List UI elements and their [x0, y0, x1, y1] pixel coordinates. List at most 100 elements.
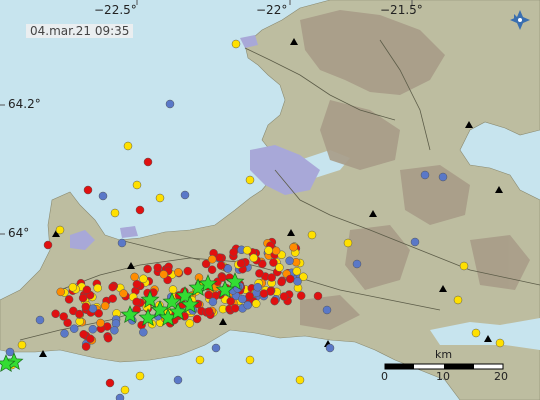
large-quake-star-icon: [150, 300, 170, 319]
earthquake-dot: [270, 296, 279, 306]
earthquake-dot: [459, 261, 469, 271]
earthquake-dot: [51, 309, 60, 319]
earthquake-dot: [98, 191, 108, 201]
earthquake-dot: [35, 315, 45, 325]
earthquake-dot: [174, 268, 183, 277]
earthquake-dot: [168, 285, 178, 294]
earthquake-dot: [277, 277, 286, 287]
volcano-triangle-icon: [439, 285, 447, 292]
volcano-triangle-icon: [127, 262, 135, 269]
earthquake-dot: [117, 238, 127, 248]
graticule-ticks: [0, 0, 413, 235]
earthquake-dot: [299, 272, 308, 282]
large-quake-star-icon: [198, 274, 218, 293]
earthquake-dot: [115, 393, 125, 400]
volcano-triangle-icon: [495, 186, 503, 193]
volcano-triangle-icon: [39, 350, 47, 357]
earthquake-dot: [201, 259, 211, 269]
earthquake-dot: [88, 324, 98, 334]
earthquake-dot: [83, 185, 93, 195]
earthquake-dot: [289, 242, 298, 252]
volcano-triangle-icon: [465, 121, 473, 128]
earthquake-dot: [471, 328, 481, 338]
earthquake-dot: [242, 245, 252, 255]
earthquake-dot: [285, 256, 294, 266]
compass-icon[interactable]: [510, 10, 530, 30]
earthquake-dot: [207, 265, 217, 274]
earthquake-dot: [139, 274, 148, 284]
earthquake-dot: [204, 307, 214, 316]
earthquake-dot: [120, 385, 130, 395]
large-quake-star-icon: [215, 280, 235, 299]
earthquake-dot: [135, 205, 145, 215]
scale-unit: km: [435, 348, 453, 361]
earthquake-dot: [238, 294, 247, 304]
earthquake-dot: [253, 282, 262, 292]
volcano-triangle-icon: [287, 229, 295, 236]
lon-label-1: −22.5°: [94, 3, 137, 17]
earthquake-dot: [438, 172, 448, 182]
earthquake-dot: [110, 326, 119, 335]
earthquake-dot: [243, 300, 252, 310]
earthquake-dot: [5, 347, 15, 357]
earthquake-dot: [155, 193, 165, 203]
earthquake-dot: [105, 378, 115, 388]
earthquake-dot: [108, 282, 117, 292]
earthquake-dot: [63, 318, 72, 328]
earthquake-dot: [269, 258, 278, 267]
earthquake-dot: [251, 299, 261, 308]
large-quake-markers: [0, 272, 245, 373]
earthquake-dot: [279, 292, 289, 301]
earthquake-dot: [59, 312, 68, 321]
earthquake-dot: [81, 342, 91, 351]
earthquake-dot: [267, 273, 276, 282]
earthquake-dot: [230, 304, 240, 313]
earthquake-dot: [132, 280, 142, 289]
earthquake-dot: [313, 291, 323, 301]
earthquake-dot: [453, 295, 463, 305]
earthquake-dot: [132, 297, 141, 307]
earthquake-dot: [165, 99, 175, 109]
earthquake-dot: [275, 263, 284, 272]
earthquake-dot: [68, 283, 78, 292]
scale-tick-10: 10: [436, 370, 450, 383]
earthquake-dot: [352, 259, 362, 269]
large-quake-star-icon: [162, 292, 182, 311]
earthquake-dot: [195, 355, 205, 365]
earthquake-dot: [420, 170, 430, 180]
earthquake-dot: [183, 266, 193, 276]
earthquake-dot: [255, 269, 264, 278]
earthquake-dot: [343, 238, 353, 248]
earthquake-dot: [204, 290, 213, 300]
earthquake-dot: [96, 318, 105, 328]
timestamp: 04.mar.21 09:35: [26, 24, 134, 38]
earthquake-dot: [245, 175, 255, 185]
volcano-triangle-icon: [290, 38, 298, 45]
earthquake-dot: [236, 259, 246, 268]
earthquake-dot: [55, 225, 65, 235]
earthquake-dot: [264, 246, 273, 255]
earthquake-dot: [307, 230, 317, 240]
lon-label-2: −22°: [256, 3, 288, 17]
earthquake-dot: [185, 319, 194, 328]
earthquake-dot: [410, 237, 420, 247]
earthquake-dot: [88, 304, 98, 313]
earthquake-dot: [81, 302, 91, 312]
earthquake-dot: [295, 375, 305, 385]
earthquake-dot: [229, 248, 238, 257]
earthquake-dot: [207, 255, 217, 264]
earthquake-dot: [130, 272, 139, 282]
lakes: [70, 35, 320, 250]
earthquake-dot: [93, 283, 102, 293]
earthquake-dot: [322, 305, 332, 315]
earthquake-dot: [56, 287, 65, 297]
earthquake-dot: [194, 273, 204, 282]
large-quake-star-icon: [225, 272, 245, 291]
earthquake-dot: [495, 338, 505, 348]
earthquake-dot: [86, 334, 95, 343]
lat-label-2: 64°: [8, 226, 30, 240]
earthquake-dot: [325, 343, 335, 353]
earthquake-dot: [64, 295, 74, 304]
earthquake-dot: [143, 157, 153, 167]
